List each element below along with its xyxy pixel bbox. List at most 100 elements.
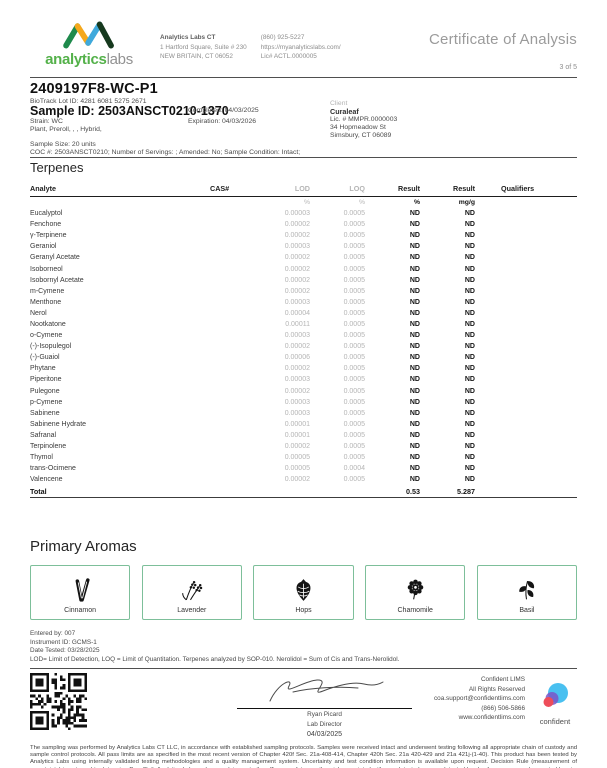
cell-result-pct: ND <box>409 309 420 317</box>
entered-by: Entered by: 007 <box>30 630 76 637</box>
lab-logo: analyticslabs <box>30 20 148 67</box>
cell-loq: 0.0005 <box>343 443 365 451</box>
cell-loq: 0.0005 <box>343 332 365 340</box>
cell-result-pct: ND <box>409 254 420 262</box>
cell-lod: 0.00002 <box>284 265 310 273</box>
cell-loq: 0.0005 <box>343 221 365 229</box>
disclaimer-text: The sampling was performed by Analytics … <box>30 745 577 768</box>
terpenes-total-row: Total 0.53 5.287 <box>30 485 577 499</box>
confident-logo: confident <box>533 673 577 726</box>
cell-result-pct: ND <box>409 287 420 295</box>
col-lod: LOD <box>294 184 310 193</box>
cell-result-pct: ND <box>409 243 420 251</box>
terpenes-table-header: Analyte CAS# LOD LOQ Result Result Quali… <box>30 184 577 197</box>
client-name: Curaleaf <box>330 106 359 116</box>
col-analyte: Analyte <box>30 184 56 193</box>
col-result-mgg: Result <box>453 184 475 193</box>
cell-result-mgg: ND <box>464 476 475 484</box>
cell-loq: 0.0005 <box>343 276 365 284</box>
terpene-row: Geraniol 0.00003 0.0005 ND ND <box>30 241 577 252</box>
lims-email-link[interactable]: coa.support@confidentlims.com <box>433 695 525 703</box>
footer-row: Ryan Picard Lab Director 04/03/2025 Conf… <box>30 673 577 743</box>
cell-lod: 0.00002 <box>284 443 310 451</box>
sample-size: Sample Size: 20 units <box>30 141 96 148</box>
cell-result-mgg: ND <box>464 276 475 284</box>
cell-lod: 0.00002 <box>284 276 310 284</box>
signer-name: Ryan Picard <box>307 711 342 718</box>
terpene-row: trans-Ocimene 0.00005 0.0004 ND ND <box>30 463 577 474</box>
cell-result-pct: ND <box>409 476 420 484</box>
terpene-row: Fenchone 0.00002 0.0005 ND ND <box>30 219 577 230</box>
cell-analyte: Safranal <box>30 431 57 439</box>
section-divider <box>30 157 577 158</box>
cell-analyte: Isobornyl Acetate <box>30 276 84 284</box>
cell-lod: 0.00005 <box>284 465 310 473</box>
lims-website-link[interactable]: www.confidentlims.com <box>458 714 525 722</box>
cell-lod: 0.00002 <box>284 221 310 229</box>
cell-lod: 0.00003 <box>284 409 310 417</box>
cell-result-mgg: ND <box>464 431 475 439</box>
cell-result-mgg: ND <box>464 332 475 340</box>
cell-loq: 0.0005 <box>343 409 365 417</box>
terpene-row: o-Cymene 0.00003 0.0005 ND ND <box>30 330 577 341</box>
signature-date: 04/03/2025 <box>306 731 343 738</box>
aroma-label: Chamomile <box>397 607 433 614</box>
qr-code <box>30 673 87 735</box>
cell-lod: 0.00011 <box>285 320 310 328</box>
cell-loq: 0.0005 <box>343 376 365 384</box>
terpene-row: Nootkatone 0.00011 0.0005 ND ND <box>30 319 577 330</box>
lab-address-line1: 1 Hartford Square, Suite # 230 <box>160 43 247 51</box>
cell-result-pct: ND <box>409 265 420 273</box>
cell-lod: 0.00002 <box>284 232 310 240</box>
col-cas: CAS# <box>210 184 230 193</box>
aroma-box-cinnamon: Cinnamon <box>30 565 131 620</box>
cell-analyte: Valencene <box>30 476 63 484</box>
cell-lod: 0.00002 <box>284 287 310 295</box>
total-result-pct: 0.53 <box>406 486 420 496</box>
terpenes-units-row: % % % mg/g <box>30 197 577 208</box>
cell-analyte: Terpinolene <box>30 443 67 451</box>
terpene-row: Thymol 0.00005 0.0005 ND ND <box>30 452 577 463</box>
footer-divider <box>30 668 577 669</box>
lims-info-block: Confident LIMS All Rights Reserved coa.s… <box>434 673 525 723</box>
cell-result-pct: ND <box>409 420 420 428</box>
chamomile-icon <box>407 579 423 600</box>
cell-lod: 0.00002 <box>284 343 310 351</box>
client-address-line1: 34 Hopmeadow St <box>330 123 386 131</box>
cell-result-mgg: ND <box>464 343 475 351</box>
aroma-box-basil: Basil <box>476 565 578 620</box>
lab-website-link[interactable]: https://myanalyticslabs.com/ <box>260 43 341 51</box>
lavender-icon <box>182 580 203 601</box>
cell-loq: 0.0005 <box>343 431 365 439</box>
cell-loq: 0.0005 <box>343 398 365 406</box>
cell-loq: 0.0005 <box>343 476 365 484</box>
cell-loq: 0.0005 <box>343 243 365 251</box>
header: analyticslabs Analytics Labs CT 1 Hartfo… <box>30 20 577 76</box>
terpene-row: Piperitone 0.00003 0.0005 ND ND <box>30 374 577 385</box>
completed-date: Completed: 04/03/2025 <box>188 107 259 114</box>
terpene-row: Sabinene Hydrate 0.00001 0.0005 ND ND <box>30 419 577 430</box>
lab-address-block: Analytics Labs CT 1 Hartford Square, Sui… <box>160 20 247 62</box>
cell-analyte: Eucalyptol <box>30 210 63 218</box>
sample-heading: 2409197F8-WC-P1 <box>30 81 158 97</box>
cell-lod: 0.00002 <box>284 254 310 262</box>
lims-phone: (866) 506-5866 <box>481 704 525 712</box>
signature-line <box>237 708 412 709</box>
cell-loq: 0.0004 <box>343 465 365 473</box>
aroma-box-hops: Hops <box>253 565 354 620</box>
cell-analyte: m-Cymene <box>30 287 65 295</box>
signature-icon <box>269 679 383 702</box>
cell-loq: 0.0005 <box>343 232 365 240</box>
lab-contact-block: (860) 925-5227 https://myanalyticslabs.c… <box>261 20 341 62</box>
mountain-zigzag-icon <box>63 21 114 49</box>
cell-lod: 0.00003 <box>284 376 310 384</box>
terpene-row: Valencene 0.00002 0.0005 ND ND <box>30 474 577 485</box>
cell-analyte: Isoborneol <box>30 265 63 273</box>
terpene-row: Terpinolene 0.00002 0.0005 ND ND <box>30 441 577 452</box>
cell-result-mgg: ND <box>464 354 475 362</box>
col-qualifiers: Qualifiers <box>501 184 535 193</box>
cell-analyte: (-)-Guaiol <box>30 354 60 362</box>
total-label: Total <box>30 486 47 496</box>
cell-result-pct: ND <box>409 232 420 240</box>
brand-word-analytics: analytics <box>45 51 107 68</box>
